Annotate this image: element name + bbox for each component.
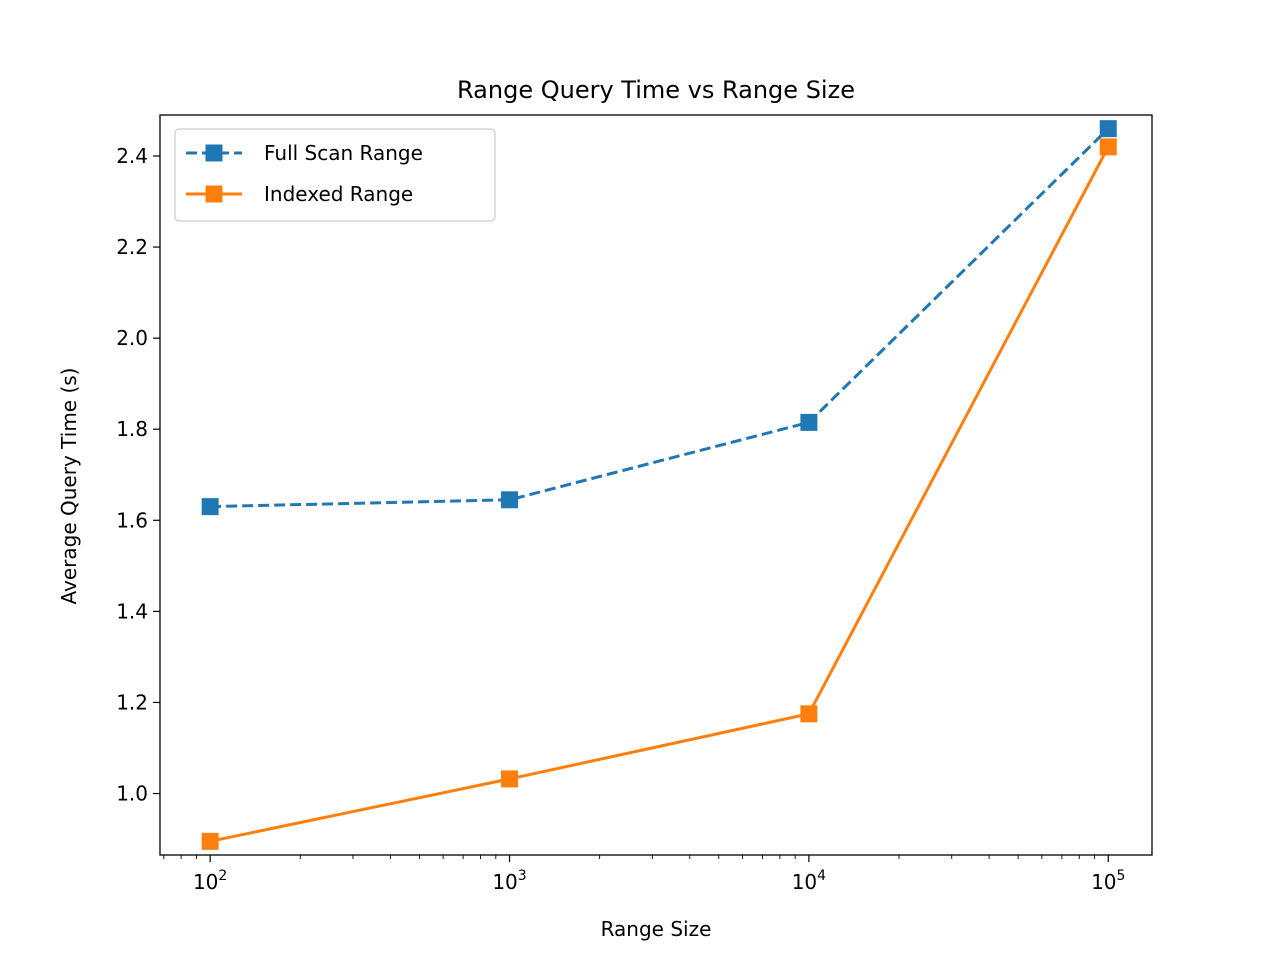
y-tick-label: 1.6	[116, 508, 148, 532]
x-tick-label: 102	[193, 868, 227, 894]
y-tick-label: 2.4	[116, 144, 148, 168]
legend-box	[174, 128, 496, 222]
legend-label: Full Scan Range	[264, 141, 423, 165]
plot-area	[201, 120, 1117, 850]
x-tick-label: 103	[492, 868, 526, 894]
y-tick-label: 2.0	[116, 326, 148, 350]
y-tick-label: 1.8	[116, 417, 148, 441]
data-point	[1099, 120, 1117, 138]
data-point	[800, 413, 818, 431]
y-tick-label: 2.2	[116, 235, 148, 259]
legend-item: Full Scan Range	[186, 141, 423, 165]
x-tick-label: 105	[1091, 868, 1125, 894]
chart-title: Range Query Time vs Range Size	[457, 76, 855, 104]
data-point	[800, 705, 818, 723]
y-tick-label: 1.0	[116, 782, 148, 806]
data-point	[201, 498, 219, 516]
x-tick-label: 104	[792, 868, 826, 894]
data-point	[501, 491, 519, 509]
data-point	[501, 770, 519, 788]
legend-marker	[205, 144, 223, 162]
legend-marker	[205, 185, 223, 203]
plot-frame	[159, 114, 1153, 856]
legend-label: Indexed Range	[264, 182, 413, 206]
data-point	[201, 832, 219, 850]
data-point	[1099, 138, 1117, 156]
series-line	[210, 127, 1110, 509]
y-tick-label: 1.2	[116, 690, 148, 714]
series-1	[201, 138, 1117, 850]
legend: Full Scan Range Indexed Range	[174, 128, 496, 222]
series-line	[209, 146, 1110, 843]
series-0	[201, 120, 1117, 516]
legend-item: Indexed Range	[186, 182, 413, 206]
x-axis-label: Range Size	[601, 917, 712, 941]
y-tick-label: 1.4	[116, 599, 148, 623]
axes: 1.0 1.2 1.4 1.6 1.8 2.0 2.2 2.4 102 103 104 105	[116, 114, 1153, 894]
y-axis-label: Average Query Time (s)	[57, 368, 81, 605]
